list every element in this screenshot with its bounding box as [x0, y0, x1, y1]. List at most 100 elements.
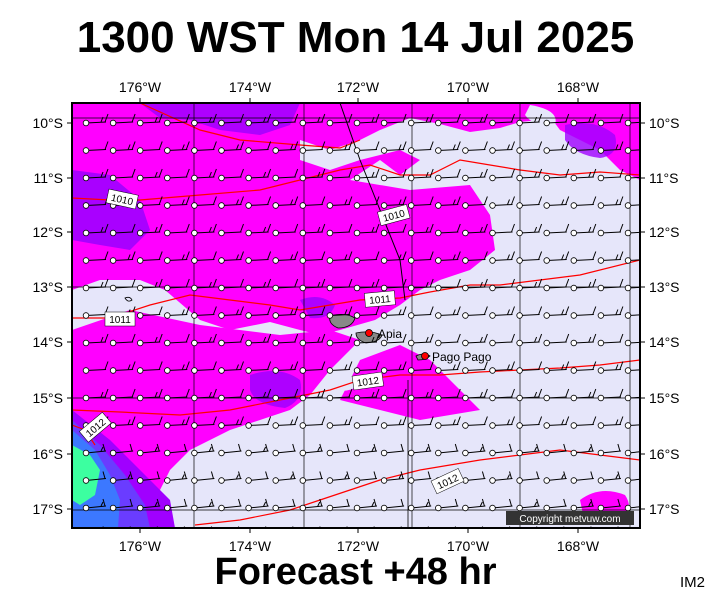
wind-barb: [136, 306, 163, 319]
wind-barb: [299, 251, 326, 264]
lat-label: 13°S: [649, 279, 680, 295]
wind-barb: [597, 113, 624, 127]
wind-barb: [380, 168, 407, 182]
wind-barb: [191, 278, 217, 292]
wind-barb: [353, 498, 378, 512]
wind-barb: [543, 168, 570, 182]
wind-barb: [109, 333, 136, 347]
wind-barb: [272, 113, 299, 127]
wind-barb: [353, 388, 380, 402]
wind-barb: [218, 443, 242, 457]
wind-barb: [435, 251, 461, 264]
wind-barb: [489, 278, 515, 292]
wind-barb: [218, 306, 244, 319]
wind-barb: [245, 141, 272, 154]
wind-barb: [272, 278, 299, 292]
latitude-labels-right: 10°S 11°S 12°S 13°S 14°S 15°S 16°S 17°S: [649, 115, 680, 517]
wind-barb: [272, 416, 299, 429]
wind-barb: [245, 278, 272, 292]
wind-barb: [299, 223, 326, 237]
lon-label: 176°W: [119, 538, 162, 554]
wind-barb: [109, 416, 136, 429]
wind-barb: [245, 443, 269, 457]
wind-barb: [136, 141, 163, 154]
wind-barb: [408, 278, 434, 292]
wind-barb: [597, 251, 624, 264]
wind-barb: [191, 471, 215, 484]
wind-barb: [136, 251, 163, 264]
wind-barb: [597, 278, 624, 292]
wind-barb: [489, 168, 515, 182]
wind-barb: [624, 229, 640, 237]
wind-barb: [245, 388, 272, 402]
wind-barb: [109, 278, 136, 292]
wind-barb: [570, 443, 594, 457]
wind-barb: [543, 388, 570, 402]
wind-barb: [245, 223, 272, 237]
wind-barb: [435, 498, 459, 512]
wind-barb: [543, 306, 570, 319]
boundary-line: [339, 102, 406, 301]
wind-barb: [435, 168, 461, 182]
wind-barb: [516, 388, 543, 402]
wind-barb: [489, 388, 515, 402]
wind-barb: [191, 113, 217, 127]
wind-barb: [326, 141, 353, 154]
lat-label: 11°S: [649, 170, 678, 186]
wind-barb: [516, 278, 543, 292]
wind-barb: [109, 141, 136, 154]
wind-barb: [543, 278, 570, 292]
wind-barb: [218, 333, 244, 347]
longitude-labels-bottom: 176°W 174°W 172°W 170°W 168°W: [119, 538, 600, 554]
lon-label: 170°W: [447, 79, 490, 95]
wind-barb: [380, 113, 407, 127]
wind-barb: [299, 306, 326, 319]
wind-barb: [543, 113, 570, 127]
map-frame: [71, 102, 641, 529]
isobar-label: 1010: [110, 193, 134, 208]
wind-barb: [82, 471, 107, 484]
place-pago-pago: Pago Pago: [421, 350, 492, 364]
wind-barb: [299, 416, 326, 429]
wind-barb: [597, 471, 621, 484]
wind-barb: [543, 141, 570, 154]
wind-barb: [299, 278, 326, 292]
heavy-rain-north: [140, 103, 300, 135]
wind-barb: [516, 333, 543, 347]
wind-barb: [326, 416, 353, 429]
wind-barb: [136, 361, 163, 374]
wind-barb: [489, 416, 515, 429]
wind-barb: [326, 278, 353, 292]
wind-barb: [191, 333, 217, 347]
wind-barb: [570, 113, 597, 127]
lat-label: 15°S: [32, 390, 63, 406]
wind-barb: [82, 278, 109, 292]
lat-label: 10°S: [649, 115, 680, 131]
wind-barb: [489, 113, 515, 127]
lon-label: 168°W: [557, 538, 600, 554]
lat-label: 13°S: [32, 279, 63, 295]
wind-barb: [82, 251, 109, 264]
wind-barb: [272, 361, 299, 374]
wind-barb: [272, 388, 299, 402]
wind-barb: [570, 168, 597, 182]
wind-barb: [245, 361, 272, 374]
rain-area-south: [72, 310, 360, 528]
wind-barb: [624, 147, 640, 154]
wind-barb: [82, 443, 107, 457]
wind-barb: [353, 168, 380, 182]
wind-barbs: [82, 113, 640, 528]
wind-barb: [299, 498, 323, 512]
wind-barb: [380, 333, 407, 347]
wind-barb: [164, 278, 190, 292]
lat-label: 14°S: [32, 334, 63, 350]
wind-barb: [570, 223, 597, 237]
wind-barb: [489, 196, 515, 209]
wind-barb: [380, 388, 407, 402]
wind-barb: [408, 223, 434, 237]
wind-barb: [408, 196, 434, 209]
wind-barb: [164, 113, 190, 127]
wind-barb: [570, 278, 597, 292]
wind-barb: [624, 422, 640, 429]
wind-barb: [136, 168, 163, 182]
